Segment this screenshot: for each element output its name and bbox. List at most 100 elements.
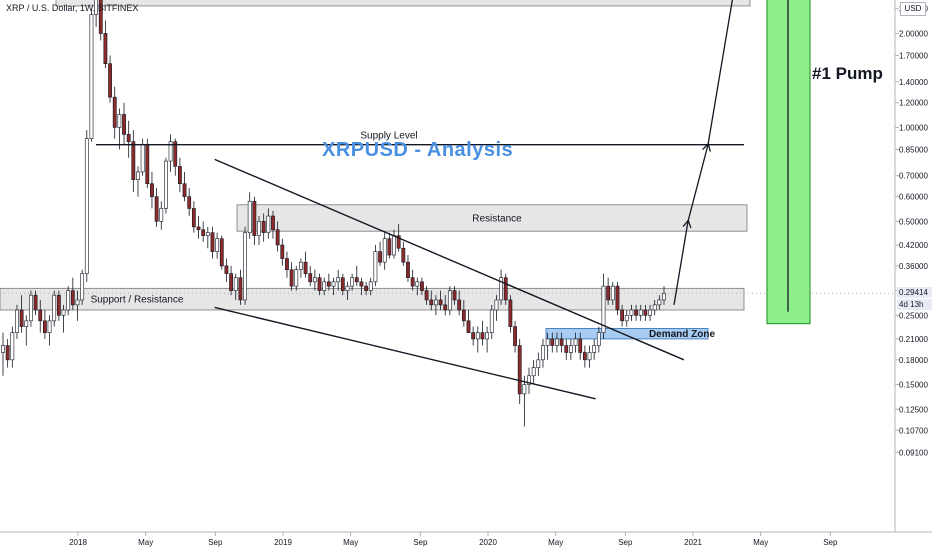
price-tick-label: 1.70000 bbox=[899, 51, 928, 60]
projection-arrow bbox=[708, 0, 734, 145]
candle-body bbox=[467, 321, 470, 333]
candle-body bbox=[160, 208, 163, 221]
price-tick-label: 2.00000 bbox=[899, 29, 928, 38]
candle-body bbox=[178, 166, 181, 183]
candle-body bbox=[239, 278, 242, 300]
candle-body bbox=[337, 278, 340, 282]
candle-body bbox=[262, 221, 265, 232]
time-axis[interactable]: 182018MaySep2019MaySep2020MaySep2021MayS… bbox=[0, 532, 838, 547]
candle-body bbox=[281, 245, 284, 259]
candle-body bbox=[132, 142, 135, 180]
time-tick-label: May bbox=[343, 538, 358, 547]
candle-body bbox=[248, 201, 251, 232]
price-tick-label: 0.21000 bbox=[899, 335, 928, 344]
candle-body bbox=[430, 300, 433, 305]
candle-body bbox=[453, 291, 456, 300]
candle-body bbox=[243, 233, 246, 300]
candle-body bbox=[481, 333, 484, 339]
time-tick-label: 2018 bbox=[69, 538, 87, 547]
candle-body bbox=[555, 339, 558, 346]
candle-body bbox=[476, 333, 479, 339]
candle-body bbox=[490, 310, 493, 333]
candle-body bbox=[257, 221, 260, 235]
time-tick-label: May bbox=[548, 538, 563, 547]
candle-body bbox=[532, 368, 535, 376]
price-tick-label: 0.18000 bbox=[899, 356, 928, 365]
candle-body bbox=[81, 274, 84, 300]
price-tick-label: 0.42000 bbox=[899, 241, 928, 250]
price-tick-label: 0.10700 bbox=[899, 426, 928, 435]
candle-body bbox=[57, 295, 60, 315]
currency-badge[interactable]: USD bbox=[900, 2, 926, 16]
time-tick-label: Sep bbox=[823, 538, 838, 547]
candle-body bbox=[374, 252, 377, 282]
price-tick-label: 0.36000 bbox=[899, 262, 928, 271]
candle-body bbox=[369, 282, 372, 291]
time-tick-label: 2019 bbox=[274, 538, 292, 547]
candle-body bbox=[229, 274, 232, 291]
candle-body bbox=[434, 300, 437, 305]
candle-body bbox=[351, 278, 354, 286]
candle-body bbox=[309, 274, 312, 282]
candle-body bbox=[155, 197, 158, 222]
candle-body bbox=[299, 262, 302, 270]
candle-body bbox=[486, 333, 489, 339]
candle-body bbox=[285, 259, 288, 270]
candle-body bbox=[630, 310, 633, 315]
candle-body bbox=[439, 300, 442, 305]
candle-body bbox=[122, 114, 125, 134]
time-tick-label: May bbox=[753, 538, 768, 547]
candle-body bbox=[327, 282, 330, 286]
candle-body bbox=[639, 310, 642, 315]
candle-body bbox=[360, 282, 363, 286]
candle-body bbox=[332, 282, 335, 286]
candle-body bbox=[295, 270, 298, 286]
candle-body bbox=[323, 282, 326, 291]
candle-body bbox=[53, 295, 56, 321]
price-tick-label: 1.40000 bbox=[899, 78, 928, 87]
candle-body bbox=[551, 339, 554, 346]
candle-body bbox=[118, 114, 121, 127]
candle-body bbox=[653, 305, 656, 310]
candle-body bbox=[662, 293, 665, 300]
candle-body bbox=[588, 353, 591, 360]
price-axis[interactable]: 4.000003.400002.800002.400002.000001.700… bbox=[895, 0, 928, 457]
candle-body bbox=[271, 216, 274, 230]
candle-body bbox=[597, 333, 600, 346]
candle-body bbox=[146, 145, 149, 184]
candle-body bbox=[611, 286, 614, 300]
candle-body bbox=[220, 239, 223, 266]
candle-body bbox=[127, 134, 130, 141]
candle-body bbox=[579, 339, 582, 353]
chart-header-title: XRP / U.S. Dollar, 1W, BITFINEX bbox=[6, 3, 138, 13]
candle-body bbox=[1, 346, 4, 353]
candle-body bbox=[537, 360, 540, 368]
price-tick-label: 0.60000 bbox=[899, 193, 928, 202]
candle-body bbox=[448, 291, 451, 310]
candle-body bbox=[607, 286, 610, 300]
time-tick-label: May bbox=[138, 538, 153, 547]
zone-label: Support / Resistance bbox=[91, 295, 184, 306]
time-tick-label: Sep bbox=[208, 538, 223, 547]
candle-body bbox=[546, 339, 549, 346]
time-tick-label: 2021 bbox=[684, 538, 702, 547]
candle-body bbox=[304, 262, 307, 273]
candle-body bbox=[495, 300, 498, 310]
price-tick-label: 0.09100 bbox=[899, 448, 928, 457]
candle-body bbox=[392, 236, 395, 255]
candle-body bbox=[616, 286, 619, 310]
candle-body bbox=[658, 300, 661, 305]
pump-label: #1 Pump bbox=[812, 64, 883, 84]
candle-body bbox=[574, 339, 577, 346]
candle-body bbox=[625, 315, 628, 321]
candle-body bbox=[39, 310, 42, 321]
candle-body bbox=[583, 353, 586, 360]
price-tick-label: 0.12500 bbox=[899, 405, 928, 414]
candle-body bbox=[509, 300, 512, 327]
zone-label: Resistance bbox=[472, 213, 522, 224]
candle-body bbox=[62, 310, 65, 315]
candle-body bbox=[425, 291, 428, 300]
candle-body bbox=[388, 239, 391, 255]
candle-body bbox=[192, 208, 195, 226]
candle-body bbox=[444, 305, 447, 310]
